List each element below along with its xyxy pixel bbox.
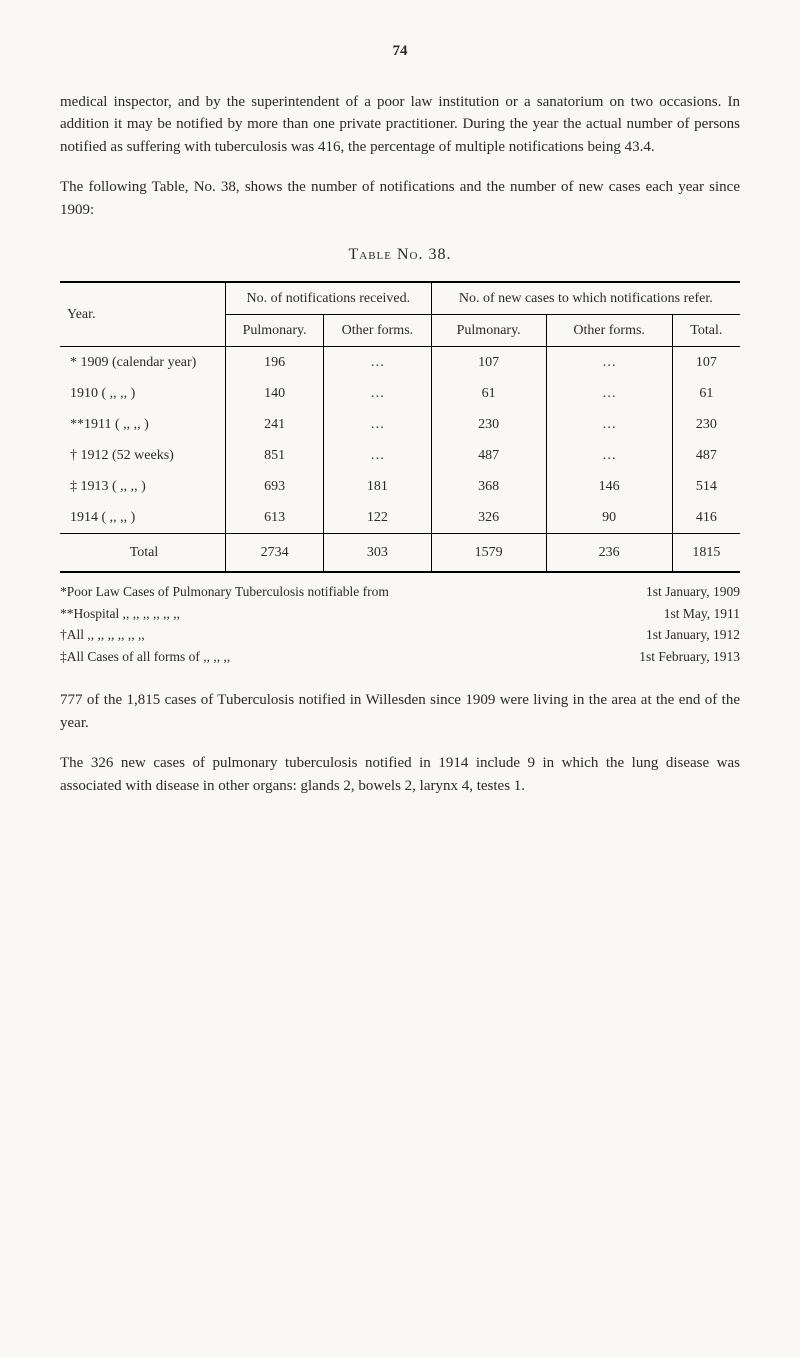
cell: 368 [431,471,546,502]
cell: 61 [431,378,546,409]
cell: 196 [226,347,324,379]
table-row: * 1909 (calendar year) 196 … 107 … 107 [60,347,740,379]
cell: 613 [226,502,324,534]
cell-year: ‡ 1913 ( ,, ,, ) [60,471,226,502]
cell: 693 [226,471,324,502]
th-other-1: Other forms. [324,315,431,347]
table-row: 1914 ( ,, ,, ) 613 122 326 90 416 [60,502,740,534]
footnote-left: †All ,, ,, ,, ,, ,, ,, [60,624,145,646]
para-2: The following Table, No. 38, shows the n… [60,176,740,221]
cell: 514 [672,471,740,502]
table-row: 1910 ( ,, ,, ) 140 … 61 … 61 [60,378,740,409]
th-year: Year. [60,282,226,347]
cell: … [324,409,431,440]
cell: 181 [324,471,431,502]
cell: 230 [672,409,740,440]
th-group2: No. of new cases to which notifications … [431,282,740,315]
cell: … [324,378,431,409]
table-row: **1911 ( ,, ,, ) 241 … 230 … 230 [60,409,740,440]
cell: 416 [672,502,740,534]
cell: 1579 [431,534,546,573]
table-row: † 1912 (52 weeks) 851 … 487 … 487 [60,440,740,471]
cell: 230 [431,409,546,440]
cell: 236 [546,534,672,573]
footnote-right: 1st January, 1909 [646,581,740,603]
cell: 303 [324,534,431,573]
cell: … [546,378,672,409]
para-3: 777 of the 1,815 cases of Tuberculosis n… [60,689,740,734]
footnote-right: 1st May, 1911 [664,603,740,625]
footnotes: *Poor Law Cases of Pulmonary Tuberculosi… [60,581,740,667]
cell: … [324,347,431,379]
cell: … [546,347,672,379]
cell: 90 [546,502,672,534]
th-pulm-1: Pulmonary. [226,315,324,347]
table-row: ‡ 1913 ( ,, ,, ) 693 181 368 146 514 [60,471,740,502]
cell: 2734 [226,534,324,573]
data-table: Year. No. of notifications received. No.… [60,281,740,573]
footnote-left: **Hospital ,, ,, ,, ,, ,, ,, [60,603,180,625]
table-title: Table No. 38. [60,243,740,267]
cell: 61 [672,378,740,409]
para-1: medical inspector, and by the superinten… [60,91,740,159]
cell-year: 1914 ( ,, ,, ) [60,502,226,534]
cell: … [546,409,672,440]
footnote-4: ‡All Cases of all forms of ,, ,, ,, 1st … [60,646,740,668]
cell-year: 1910 ( ,, ,, ) [60,378,226,409]
table-total-row: Total 2734 303 1579 236 1815 [60,534,740,573]
cell: … [324,440,431,471]
cell: 140 [226,378,324,409]
footnote-left: *Poor Law Cases of Pulmonary Tuberculosi… [60,581,389,603]
cell: 241 [226,409,324,440]
footnote-left: ‡All Cases of all forms of ,, ,, ,, [60,646,230,668]
th-group1: No. of notifications received. [226,282,432,315]
cell: 487 [672,440,740,471]
footnote-3: †All ,, ,, ,, ,, ,, ,, 1st January, 1912 [60,624,740,646]
page-number: 74 [60,40,740,63]
footnote-right: 1st February, 1913 [639,646,740,668]
th-total: Total. [672,315,740,347]
cell-year: † 1912 (52 weeks) [60,440,226,471]
cell: 326 [431,502,546,534]
footnote-2: **Hospital ,, ,, ,, ,, ,, ,, 1st May, 19… [60,603,740,625]
cell-year: **1911 ( ,, ,, ) [60,409,226,440]
th-pulm-2: Pulmonary. [431,315,546,347]
footnote-right: 1st January, 1912 [646,624,740,646]
cell: 107 [672,347,740,379]
cell: 107 [431,347,546,379]
para-4: The 326 new cases of pulmonary tuberculo… [60,752,740,797]
footnote-1: *Poor Law Cases of Pulmonary Tuberculosi… [60,581,740,603]
cell: 1815 [672,534,740,573]
table-body: * 1909 (calendar year) 196 … 107 … 107 1… [60,347,740,573]
cell: 122 [324,502,431,534]
cell: 851 [226,440,324,471]
cell: 146 [546,471,672,502]
th-other-2: Other forms. [546,315,672,347]
cell: 487 [431,440,546,471]
cell-year: * 1909 (calendar year) [60,347,226,379]
cell: … [546,440,672,471]
cell-total-label: Total [60,534,226,573]
